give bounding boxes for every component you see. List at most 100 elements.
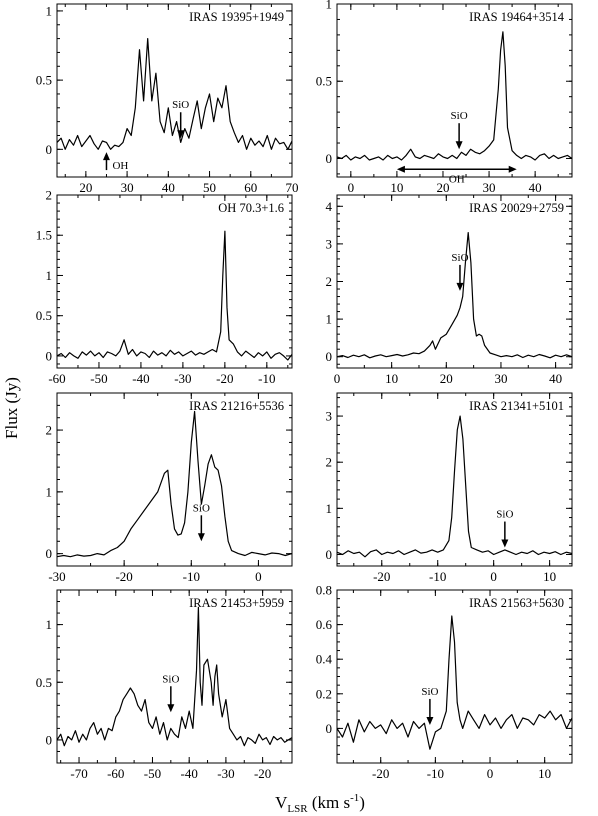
annotation-label: OH (112, 160, 128, 172)
sio-arrow: SiO (451, 110, 468, 150)
y-tick-label: 0 (46, 546, 53, 561)
x-tick-label: 0 (334, 371, 341, 386)
y-tick-label: 0.5 (36, 73, 52, 88)
sio-arrow: SiO (421, 686, 439, 725)
sio-arrow: SiO (496, 509, 513, 548)
x-tick-label: -70 (70, 766, 87, 781)
x-tick-label: 20 (440, 371, 453, 386)
x-tick-label: 20 (436, 180, 449, 195)
x-tick-label: -60 (107, 766, 124, 781)
sio-arrow: SiO (451, 252, 469, 291)
y-tick-label: 3 (326, 409, 333, 424)
x-tick-label: 10 (385, 371, 398, 386)
y-tick-label: 1 (46, 3, 53, 18)
x-tick-label: 0 (487, 766, 494, 781)
annotation-label: SiO (193, 502, 210, 514)
panel-title: IRAS 21216+5536 (189, 399, 284, 413)
annotation-label: OH (449, 173, 465, 185)
y-tick-label: 0.2 (316, 686, 332, 701)
x-tick-label: 60 (244, 180, 257, 195)
y-tick-label: 0 (326, 151, 333, 166)
x-tick-label: 0 (490, 569, 497, 584)
x-tick-label: -20 (372, 766, 389, 781)
panel-1: 20 30 40 50 60 70 0 0.5 1 IRAS 19395+1949 OH SiO (36, 3, 299, 195)
x-tick-label: -20 (216, 371, 233, 386)
panel-6: -20 -10 0 10 0 1 2 3 IRAS 21341+5101 SiO (326, 392, 573, 584)
spectrum-line (336, 232, 573, 359)
y-tick-label: 1 (46, 268, 53, 283)
x-tick-label: 0 (255, 569, 262, 584)
panel-title: IRAS 19464+3514 (469, 10, 565, 24)
y-tick-label: 0 (326, 349, 333, 364)
arrow-head-right (508, 165, 517, 173)
panel-title: OH 70.3+1.6 (218, 201, 284, 215)
panel-2: 0 10 20 30 40 0 0.5 1 IRAS 19464+3514 SiO OH (316, 0, 573, 195)
y-tick-label: 1 (46, 484, 53, 499)
panel-5: -30 -20 -10 0 0 1 2 IRAS 21216+5536 SiO (46, 392, 293, 584)
plot-frame (56, 589, 293, 764)
x-tick-label: 10 (538, 766, 551, 781)
plot-frame (336, 3, 573, 178)
x-tick-label: 40 (529, 180, 542, 195)
y-tick-label: 0 (326, 547, 333, 562)
arrow-head (426, 716, 434, 725)
y-tick-label: 2 (46, 423, 53, 438)
arrow-head (102, 152, 110, 161)
spectrum-line (336, 31, 573, 161)
y-tick-label: 0 (46, 732, 53, 747)
y-tick-label: 1.5 (36, 228, 52, 243)
panel-title: IRAS 21453+5959 (189, 596, 284, 610)
x-tick-label: 70 (286, 180, 299, 195)
x-axis-label-main: V (275, 793, 288, 812)
panel-8: -20 -10 0 10 0 0.2 0.4 0.6 0.8 IRAS 21563+5630 SiO (316, 583, 573, 781)
panel-title: IRAS 21563+5630 (469, 596, 564, 610)
arrow-head (197, 533, 205, 542)
x-tick-label: -50 (144, 766, 161, 781)
x-tick-label: 0 (348, 180, 355, 195)
x-tick-label: 10 (543, 569, 556, 584)
annotation-label: SiO (172, 99, 189, 111)
spectrum-line (336, 615, 573, 750)
annotation-label: SiO (421, 686, 438, 698)
plot-frame (56, 392, 293, 567)
spectrum-line (56, 230, 293, 361)
spectrum-line (56, 410, 293, 558)
y-tick-label: 4 (326, 199, 333, 214)
y-axis-label: Flux (Jy) (2, 377, 21, 439)
y-tick-label: 2 (326, 274, 333, 289)
x-tick-label: 20 (79, 180, 92, 195)
x-tick-label: -20 (373, 569, 390, 584)
annotation-label: SiO (162, 673, 179, 685)
x-tick-label: -30 (174, 371, 191, 386)
x-axis-label: VLSR (km s-1) (275, 792, 365, 815)
x-axis-label-exp: -1 (350, 792, 359, 804)
y-tick-label: 0.5 (36, 308, 52, 323)
plot-frame (336, 194, 573, 369)
x-tick-label: -50 (90, 371, 107, 386)
spectrum-line (56, 37, 293, 150)
panel-4: 0 10 20 30 40 0 1 2 3 4 IRAS 20029+2759 SiO (326, 194, 573, 386)
plot-frame (336, 392, 573, 567)
y-tick-label: 1 (326, 501, 333, 516)
x-tick-label: -30 (48, 569, 65, 584)
panel-title: IRAS 21341+5101 (469, 399, 564, 413)
x-tick-label: -10 (258, 371, 275, 386)
x-tick-label: -40 (181, 766, 198, 781)
y-tick-label: 0.8 (316, 583, 332, 598)
x-tick-label: 50 (203, 180, 216, 195)
x-tick-label: 30 (483, 180, 496, 195)
y-tick-label: 3 (326, 236, 333, 251)
y-tick-label: 2 (326, 455, 333, 470)
panel-title: IRAS 19395+1949 (189, 10, 284, 24)
y-tick-label: 0 (46, 142, 53, 157)
annotation-label: SiO (451, 110, 468, 122)
y-tick-label: 0.5 (36, 675, 52, 690)
arrow-head-left (396, 165, 405, 173)
x-tick-label: -40 (132, 371, 149, 386)
x-tick-label: -20 (115, 569, 132, 584)
x-tick-label: -10 (427, 766, 444, 781)
x-tick-label: -30 (217, 766, 234, 781)
y-tick-label: 0.5 (316, 74, 332, 89)
spectrum-line (336, 415, 573, 558)
